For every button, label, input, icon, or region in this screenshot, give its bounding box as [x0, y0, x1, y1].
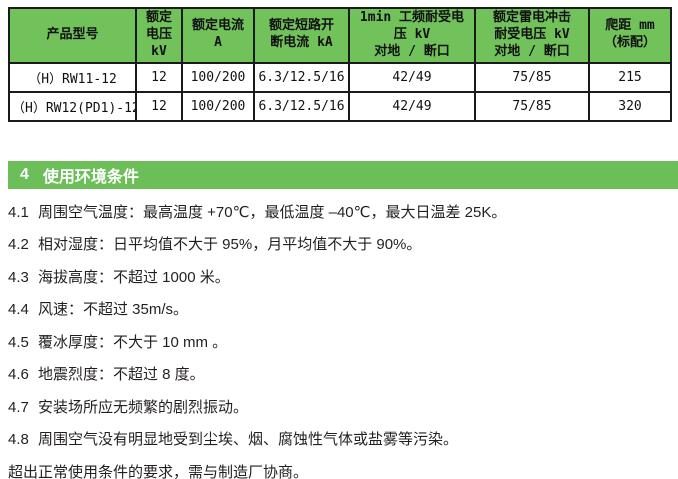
col-header-rated-voltage: 额定 电压 kV	[135, 7, 183, 64]
table-row: （H）RW12(PD1)-12 12 100/200 6.3/12.5/16 4…	[8, 90, 672, 122]
list-item: 4.4 风速：不超过 35m/s。	[8, 300, 670, 320]
table-header-row: 产品型号 额定 电压 kV 额定电流 A 额定短路开 断电流 kA 1min 工…	[8, 7, 672, 64]
item-text: 覆冰厚度：不大于 10 mm 。	[38, 333, 228, 351]
col-header-creepage: 爬距 mm （标配）	[588, 7, 672, 64]
item-number: 4.7	[8, 398, 29, 416]
cell-creepage: 320	[588, 90, 672, 122]
product-spec-table: 产品型号 额定 电压 kV 额定电流 A 额定短路开 断电流 kA 1min 工…	[8, 7, 672, 122]
col-header-power-freq-withstand: 1min 工频耐受电 压 kV 对地 / 断口	[348, 7, 476, 64]
item-text: 相对湿度：日平均值不大于 95%，月平均值不大于 90%。	[38, 236, 422, 254]
list-item: 4.8 周围空气没有明显地受到尘埃、烟、腐蚀性气体或盐雾等污染。	[8, 430, 670, 450]
item-text: 周围空气没有明显地受到尘埃、烟、腐蚀性气体或盐雾等污染。	[38, 431, 459, 449]
section-number: 4	[20, 165, 29, 183]
list-item: 4.7 安装场所应无频繁的剧烈振动。	[8, 398, 670, 418]
list-item: 4.1 周围空气温度：最高温度 +70℃，最低温度 –40℃，最大日温差 25K…	[8, 203, 670, 223]
item-number: 4.5	[8, 333, 29, 351]
environment-conditions-list: 4.1 周围空气温度：最高温度 +70℃，最低温度 –40℃，最大日温差 25K…	[8, 203, 670, 479]
list-item: 4.5 覆冰厚度：不大于 10 mm 。	[8, 333, 670, 353]
cell-breaking: 6.3/12.5/16	[253, 61, 350, 93]
list-item: 4.2 相对湿度：日平均值不大于 95%，月平均值不大于 90%。	[8, 235, 670, 255]
item-number: 4.2	[8, 236, 29, 254]
item-text: 安装场所应无频繁的剧烈振动。	[38, 398, 249, 416]
table-row: （H）RW11-12 12 100/200 6.3/12.5/16 42/49 …	[8, 61, 672, 93]
cell-creepage: 215	[588, 61, 672, 93]
item-text: 海拔高度：不超过 1000 米。	[38, 268, 230, 286]
section-header: 4 使用环境条件	[8, 160, 678, 189]
item-number: 4.8	[8, 431, 29, 449]
list-item: 4.6 地震烈度：不超过 8 度。	[8, 365, 670, 385]
cell-impulse: 75/85	[474, 61, 590, 93]
col-header-rated-current: 额定电流 A	[181, 7, 255, 64]
list-item: 4.3 海拔高度：不超过 1000 米。	[8, 268, 670, 288]
item-text: 地震烈度：不超过 8 度。	[38, 366, 205, 384]
item-text: 风速：不超过 35m/s。	[38, 301, 189, 319]
item-text: 周围空气温度：最高温度 +70℃，最低温度 –40℃，最大日温差 25K。	[38, 203, 507, 221]
col-header-lightning-impulse: 额定雷电冲击 耐受电压 kV 对地 / 断口	[474, 7, 590, 64]
cell-current: 100/200	[181, 61, 255, 93]
cell-model: （H）RW12(PD1)-12	[8, 90, 137, 122]
cell-current: 100/200	[181, 90, 255, 122]
item-number: 4.4	[8, 301, 29, 319]
closing-note: 超出正常使用条件的要求，需与制造厂协商。	[8, 463, 309, 479]
col-header-breaking-current: 额定短路开 断电流 kA	[253, 7, 350, 64]
cell-voltage: 12	[135, 90, 183, 122]
cell-model: （H）RW11-12	[8, 61, 137, 93]
item-number: 4.1	[8, 203, 29, 221]
cell-voltage: 12	[135, 61, 183, 93]
cell-power-freq: 42/49	[348, 90, 476, 122]
cell-impulse: 75/85	[474, 90, 590, 122]
cell-power-freq: 42/49	[348, 61, 476, 93]
item-number: 4.6	[8, 366, 29, 384]
col-header-product-model: 产品型号	[8, 7, 137, 64]
item-number: 4.3	[8, 268, 29, 286]
cell-breaking: 6.3/12.5/16	[253, 90, 350, 122]
section-title: 使用环境条件	[42, 168, 139, 186]
